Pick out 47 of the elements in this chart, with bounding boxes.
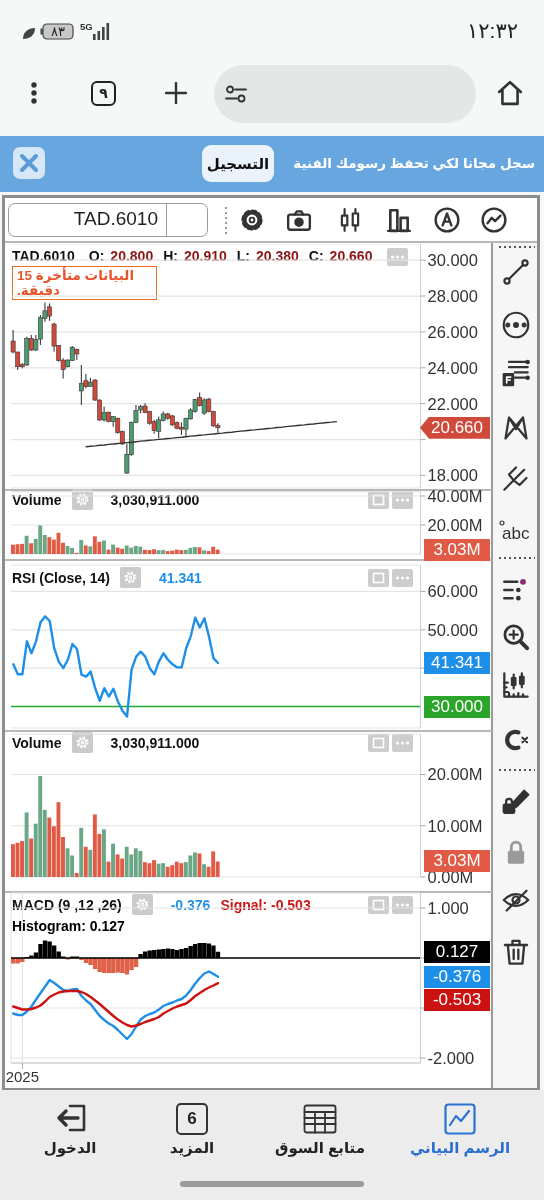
chart-title: Volume <box>12 490 62 510</box>
badge: 30.000 <box>424 695 490 718</box>
badge: -0.503 <box>424 988 490 1011</box>
text: ١٢:٣٢ <box>467 19 518 43</box>
text: TAD.6010 <box>73 208 158 230</box>
tabs-icon: ٩ <box>91 81 116 106</box>
y-tick-label: -2.000 <box>427 1048 475 1067</box>
chart-subtitle: O: 20.800 H: 20.910 L: 20.380 C: 20.660 <box>88 248 373 264</box>
text: الرسم البياني <box>409 1139 511 1157</box>
annotation: Signal: -0.503 <box>220 895 311 915</box>
annotation: البيانات متأخرة 15 دقيقة. <box>12 266 157 300</box>
y-tick-label: 1.000 <box>427 898 469 917</box>
text: 5G <box>80 21 93 32</box>
y-tick-label: 50.000 <box>427 620 478 639</box>
chart-title: Volume <box>12 733 62 753</box>
y-tick-label: 40.00M <box>427 486 483 505</box>
counter-box-icon: 6 <box>176 1103 208 1135</box>
badge: 3.03M <box>424 538 490 561</box>
badge: -0.376 <box>424 965 490 988</box>
chart-subtitle: 41.341 <box>159 568 202 588</box>
badge: 0.127 <box>424 940 490 963</box>
y-tick-label: 20.00M <box>427 765 483 784</box>
y-tick-label: 20.00M <box>427 515 483 534</box>
y-tick-label: 24.000 <box>427 358 478 377</box>
annotation: Histogram: 0.127 <box>12 917 125 936</box>
chart-title: MACD (9 ,12 ,26) <box>12 895 122 915</box>
text: سجل مجانا لكي تحفظ رسومك الفنية <box>293 155 535 171</box>
y-tick-label: 18.000 <box>427 466 478 485</box>
battery-icon: ٨٣ <box>40 23 74 40</box>
badge: 3.03M <box>424 850 490 873</box>
chart-title: RSI (Close, 14) <box>12 568 111 588</box>
y-tick-label: 22.000 <box>427 394 478 413</box>
y-tick-label: 60.000 <box>427 582 478 601</box>
chart-subtitle: 3,030,911.000 <box>110 733 200 753</box>
text: الدخول <box>43 1139 97 1157</box>
text: متابع السوق <box>275 1139 365 1157</box>
badge: 41.341 <box>424 652 490 674</box>
button: التسجيل <box>202 145 274 182</box>
x-tick-label: 2025 <box>5 1067 40 1085</box>
y-tick-label: 26.000 <box>427 322 478 341</box>
annotation: -0.376 <box>170 895 211 915</box>
chart-subtitle: 3,030,911.000 <box>110 490 200 510</box>
y-tick-label: 28.000 <box>427 286 478 305</box>
chart-title: TAD.6010 <box>12 248 75 264</box>
y-tick-label: 30.000 <box>427 251 478 269</box>
y-tick-label: 10.00M <box>427 816 483 835</box>
text: المزيد <box>169 1139 215 1157</box>
